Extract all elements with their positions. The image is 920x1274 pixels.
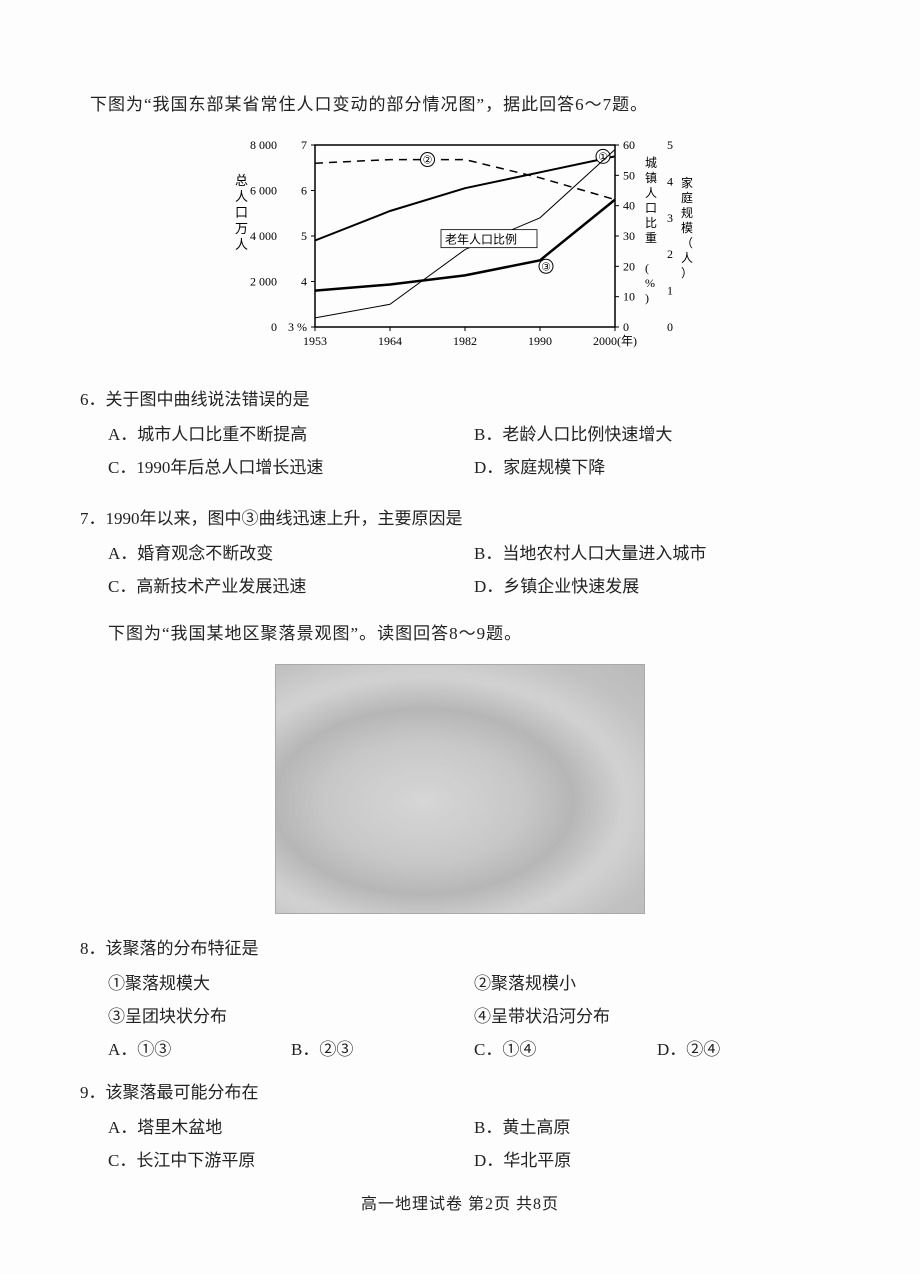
svg-text:1990: 1990 — [528, 334, 552, 348]
svg-text:8 000: 8 000 — [250, 138, 277, 152]
question-8: 8．该聚落的分布特征是 ①聚落规模大 ②聚落规模小 ③呈团块状分布 ④呈带状沿河… — [80, 934, 840, 1060]
intro-6-7: 下图为“我国东部某省常住人口变动的部分情况图”，据此回答6～7题。 — [90, 90, 840, 115]
svg-text:总: 总 — [235, 173, 248, 188]
svg-text:庭: 庭 — [681, 190, 693, 205]
svg-text:3 %: 3 % — [288, 320, 307, 334]
svg-text:②: ② — [423, 155, 433, 167]
svg-text:老年人口比例: 老年人口比例 — [445, 233, 517, 247]
svg-text:0: 0 — [623, 320, 629, 334]
q9-stem: 9．该聚落最可能分布在 — [80, 1078, 840, 1103]
page-footer: 高一地理试卷 第2页 共8页 — [0, 1190, 920, 1214]
svg-text:2: 2 — [667, 247, 673, 261]
q7-opt-a: A．婚育观念不断改变 — [108, 539, 474, 564]
q9-opt-a: A．塔里木盆地 — [108, 1113, 474, 1138]
svg-text:4: 4 — [667, 174, 673, 188]
svg-text:人: 人 — [235, 237, 248, 252]
svg-text:5: 5 — [667, 138, 673, 152]
q8-opt-b: B．②③ — [291, 1035, 474, 1060]
svg-text:）: ） — [681, 266, 693, 280]
svg-text:0: 0 — [667, 320, 673, 334]
q6-stem: 6．关于图中曲线说法错误的是 — [80, 385, 840, 410]
q8-stmt-2: ②聚落规模小 — [474, 969, 840, 994]
q7-opt-d: D．乡镇企业快速发展 — [474, 572, 840, 597]
svg-text:1964: 1964 — [378, 334, 402, 348]
svg-text:比: 比 — [645, 216, 657, 230]
svg-text:20: 20 — [623, 259, 635, 273]
q9-opt-c: C．长江中下游平原 — [108, 1146, 474, 1171]
svg-text:10: 10 — [623, 290, 635, 304]
q6-options: A．城市人口比重不断提高 B．老龄人口比例快速增大 C．1990年后总人口增长迅… — [80, 420, 840, 486]
q9-options: A．塔里木盆地 B．黄土高原 C．长江中下游平原 D．华北平原 — [80, 1113, 840, 1179]
svg-text:(: ( — [645, 261, 649, 275]
q8-stem: 8．该聚落的分布特征是 — [80, 934, 840, 959]
svg-text:0: 0 — [271, 320, 277, 334]
question-7: 7．1990年以来，图中③曲线迅速上升，主要原因是 A．婚育观念不断改变 B．当… — [80, 504, 840, 605]
svg-text:3: 3 — [667, 211, 673, 225]
svg-text:人: 人 — [235, 189, 248, 204]
question-6: 6．关于图中曲线说法错误的是 A．城市人口比重不断提高 B．老龄人口比例快速增大… — [80, 385, 840, 486]
svg-text:4: 4 — [301, 275, 307, 289]
q8-stmt-3: ③呈团块状分布 — [108, 1002, 474, 1027]
q8-stmt-4: ④呈带状沿河分布 — [474, 1002, 840, 1027]
svg-text:（: （ — [681, 236, 693, 250]
svg-text:重: 重 — [645, 231, 657, 245]
q6-opt-a: A．城市人口比重不断提高 — [108, 420, 474, 445]
svg-text:%: % — [645, 276, 655, 290]
svg-text:③: ③ — [541, 261, 551, 273]
svg-text:2000(年): 2000(年) — [593, 334, 637, 348]
svg-text:城: 城 — [645, 156, 657, 170]
svg-text:1: 1 — [667, 284, 673, 298]
svg-text:规: 规 — [681, 205, 693, 220]
svg-text:6: 6 — [301, 184, 307, 198]
svg-text:60: 60 — [623, 138, 635, 152]
q9-opt-d: D．华北平原 — [474, 1146, 840, 1171]
q6-opt-b: B．老龄人口比例快速增大 — [474, 420, 840, 445]
q8-opt-c: C．①④ — [474, 1035, 657, 1060]
svg-text:30: 30 — [623, 229, 635, 243]
q6-opt-c: C．1990年后总人口增长迅速 — [108, 453, 474, 478]
q7-opt-b: B．当地农村人口大量进入城市 — [474, 539, 840, 564]
svg-text:家: 家 — [681, 175, 693, 190]
svg-text:人: 人 — [645, 186, 657, 200]
svg-text:): ) — [645, 291, 649, 305]
q8-opt-d: D．②④ — [657, 1035, 840, 1060]
q8-opt-a: A．①③ — [108, 1035, 291, 1060]
population-chart: 19531964198219902000(年)02 0004 0006 0008… — [80, 135, 840, 355]
chart-svg: 19531964198219902000(年)02 0004 0006 0008… — [225, 135, 695, 355]
question-9: 9．该聚落最可能分布在 A．塔里木盆地 B．黄土高原 C．长江中下游平原 D．华… — [80, 1078, 840, 1179]
svg-text:口: 口 — [235, 205, 248, 220]
q7-stem: 7．1990年以来，图中③曲线迅速上升，主要原因是 — [80, 504, 840, 529]
svg-text:4 000: 4 000 — [250, 229, 277, 243]
svg-text:40: 40 — [623, 199, 635, 213]
svg-text:人: 人 — [681, 251, 693, 265]
settlement-photo — [80, 664, 840, 914]
q7-opt-c: C．高新技术产业发展迅速 — [108, 572, 474, 597]
svg-text:1982: 1982 — [453, 334, 477, 348]
settlement-photo-placeholder — [275, 664, 645, 914]
intro-8-9: 下图为“我国某地区聚落景观图”。读图回答8～9题。 — [108, 619, 840, 644]
q8-stmt-1: ①聚落规模大 — [108, 969, 474, 994]
q6-opt-d: D．家庭规模下降 — [474, 453, 840, 478]
svg-text:6 000: 6 000 — [250, 184, 277, 198]
svg-text:2 000: 2 000 — [250, 275, 277, 289]
q9-opt-b: B．黄土高原 — [474, 1113, 840, 1138]
svg-text:50: 50 — [623, 168, 635, 182]
svg-text:万: 万 — [235, 221, 248, 236]
svg-text:镇: 镇 — [645, 171, 657, 185]
q7-options: A．婚育观念不断改变 B．当地农村人口大量进入城市 C．高新技术产业发展迅速 D… — [80, 539, 840, 605]
svg-text:口: 口 — [645, 201, 657, 215]
q8-statements: ①聚落规模大 ②聚落规模小 ③呈团块状分布 ④呈带状沿河分布 — [80, 969, 840, 1035]
svg-text:1953: 1953 — [303, 334, 327, 348]
svg-text:5: 5 — [301, 229, 307, 243]
q8-options: A．①③ B．②③ C．①④ D．②④ — [80, 1035, 840, 1060]
svg-text:模: 模 — [681, 221, 693, 235]
svg-text:7: 7 — [301, 138, 307, 152]
